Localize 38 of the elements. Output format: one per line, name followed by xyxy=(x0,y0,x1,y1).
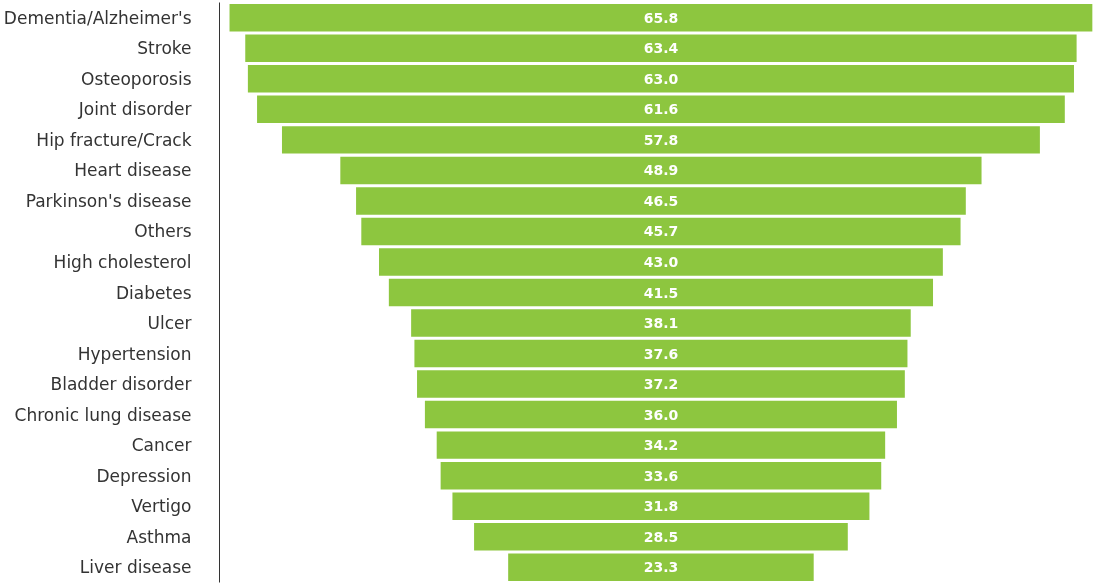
data-label: 28.5 xyxy=(643,528,679,545)
category-label: Parkinson's disease xyxy=(25,190,192,211)
category-label: Depression xyxy=(96,465,192,486)
category-label: Dementia/Alzheimer's xyxy=(3,7,192,28)
category-label: Others xyxy=(134,221,192,242)
data-label: 31.8 xyxy=(643,498,679,515)
data-label: 38.1 xyxy=(643,315,679,332)
category-label: Hypertension xyxy=(77,343,192,364)
category-label: Asthma xyxy=(126,526,192,547)
data-label: 36.0 xyxy=(643,406,679,423)
category-label: Liver disease xyxy=(79,557,192,578)
category-label: Stroke xyxy=(137,38,192,59)
data-label: 46.5 xyxy=(643,192,679,209)
data-label: 43.0 xyxy=(643,253,679,270)
data-label: 37.6 xyxy=(643,345,679,362)
data-label: 23.3 xyxy=(643,559,679,576)
data-label: 57.8 xyxy=(643,131,679,148)
data-label: 41.5 xyxy=(643,284,679,301)
category-label: Cancer xyxy=(131,435,192,456)
category-label: Diabetes xyxy=(116,282,192,303)
data-label: 63.0 xyxy=(643,70,679,87)
category-label: Bladder disorder xyxy=(50,374,192,395)
category-label: Ulcer xyxy=(147,313,192,334)
data-label: 63.4 xyxy=(643,40,679,57)
category-label: Chronic lung disease xyxy=(14,404,192,425)
category-label: Osteoporosis xyxy=(81,68,192,89)
data-label: 37.2 xyxy=(643,376,679,393)
data-label: 48.9 xyxy=(643,162,679,179)
category-label: Joint disorder xyxy=(77,99,192,120)
category-label: Heart disease xyxy=(74,160,192,181)
category-label: Vertigo xyxy=(131,496,192,517)
data-label: 61.6 xyxy=(643,101,679,118)
data-label: 65.8 xyxy=(643,9,679,26)
data-label: 34.2 xyxy=(643,437,679,454)
data-label: 45.7 xyxy=(643,223,679,240)
category-label: High cholesterol xyxy=(53,251,192,272)
category-label: Hip fracture/Crack xyxy=(36,129,192,150)
data-label: 33.6 xyxy=(643,467,679,484)
